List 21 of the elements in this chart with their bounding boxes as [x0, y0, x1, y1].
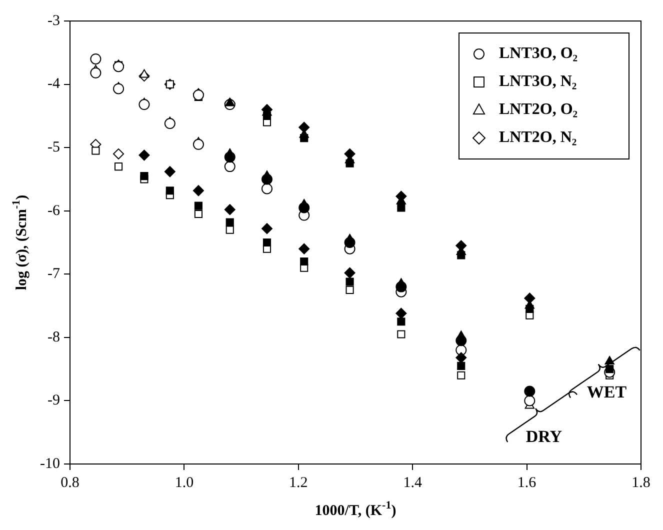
y-tick-label: -3 — [47, 12, 60, 29]
y-tick-label: -5 — [47, 140, 60, 156]
y-tick-label: -8 — [47, 329, 60, 346]
x-tick-label: 1.8 — [632, 474, 650, 491]
y-tick-label: -10 — [40, 456, 60, 472]
x-tick-label: 0.8 — [60, 474, 80, 491]
x-tick-label: 1.4 — [403, 474, 422, 491]
annotation: WET — [586, 382, 628, 402]
y-axis-title: log (σ), (Scm-1) — [10, 194, 30, 290]
legend-label: LNT2O, N₂ — [499, 129, 577, 146]
x-tick-label: 1.2 — [289, 474, 308, 491]
y-tick-label: -4 — [47, 76, 60, 92]
legend-label: LNT3O, O₂ — [499, 45, 578, 62]
x-tick-label: 1.6 — [517, 474, 537, 491]
y-tick-label: -7 — [47, 266, 60, 282]
y-tick-label: -6 — [47, 202, 60, 219]
legend-label: LNT2O, O₂ — [499, 101, 578, 118]
y-tick-label: -9 — [47, 392, 60, 409]
x-tick-label: 1.0 — [174, 474, 194, 491]
annotation: DRY — [526, 426, 562, 446]
legend-label: LNT3O, N₂ — [499, 73, 577, 90]
